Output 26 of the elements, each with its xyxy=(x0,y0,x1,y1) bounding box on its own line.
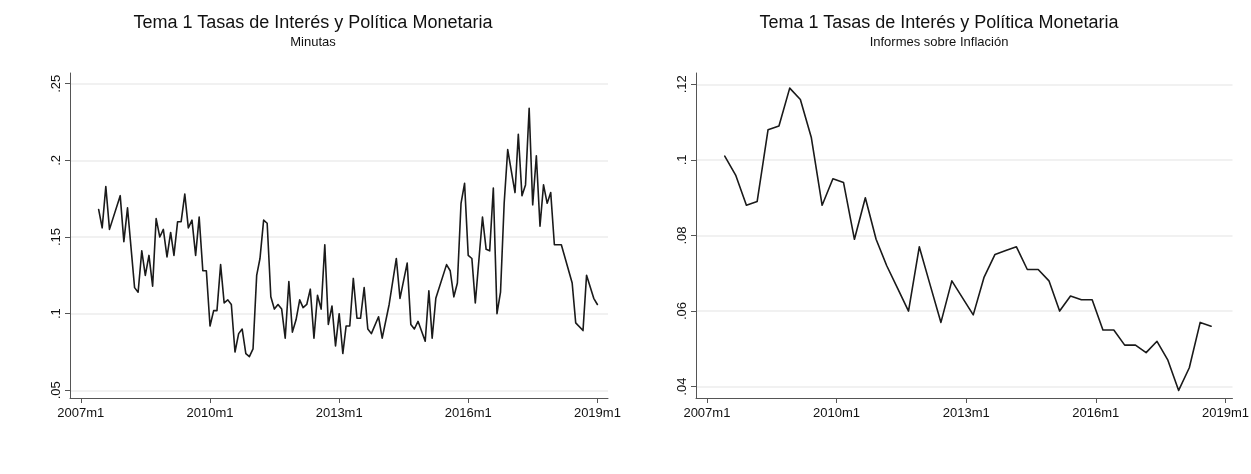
y-tick-label: .04 xyxy=(673,377,689,396)
y-tick-label: .05 xyxy=(48,381,63,400)
line-series xyxy=(97,107,599,358)
y-tick-label: .1 xyxy=(673,154,689,166)
chart-subtitle: Minutas xyxy=(290,34,337,49)
y-tick-label: .08 xyxy=(673,226,689,245)
y-tick-label: .06 xyxy=(673,302,689,321)
x-tick-label: 2013m1 xyxy=(315,405,363,420)
x-tick-label: 2016m1 xyxy=(1071,405,1119,420)
chart-title: Tema 1 Tasas de Interés y Política Monetaria xyxy=(133,12,494,32)
x-tick-label: 2013m1 xyxy=(942,405,990,420)
x-tick-label: 2007m1 xyxy=(57,405,105,420)
y-tick-label: .1 xyxy=(48,308,63,320)
x-tick-label: 2010m1 xyxy=(186,405,234,420)
x-tick-label: 2016m1 xyxy=(444,405,492,420)
y-tick-label: .15 xyxy=(48,227,63,247)
line-series xyxy=(723,87,1212,392)
y-tick-label: .25 xyxy=(48,74,63,93)
y-tick-label: .12 xyxy=(673,75,689,94)
x-tick-label: 2019m1 xyxy=(573,405,621,420)
chart-title: Tema 1 Tasas de Interés y Política Monetaria xyxy=(759,12,1119,32)
chart-subtitle: Informes sobre Inflación xyxy=(869,34,1008,49)
y-tick-label: .2 xyxy=(48,154,63,166)
x-tick-label: 2010m1 xyxy=(812,405,860,420)
x-tick-label: 2007m1 xyxy=(682,405,730,420)
x-tick-label: 2019m1 xyxy=(1201,405,1249,420)
